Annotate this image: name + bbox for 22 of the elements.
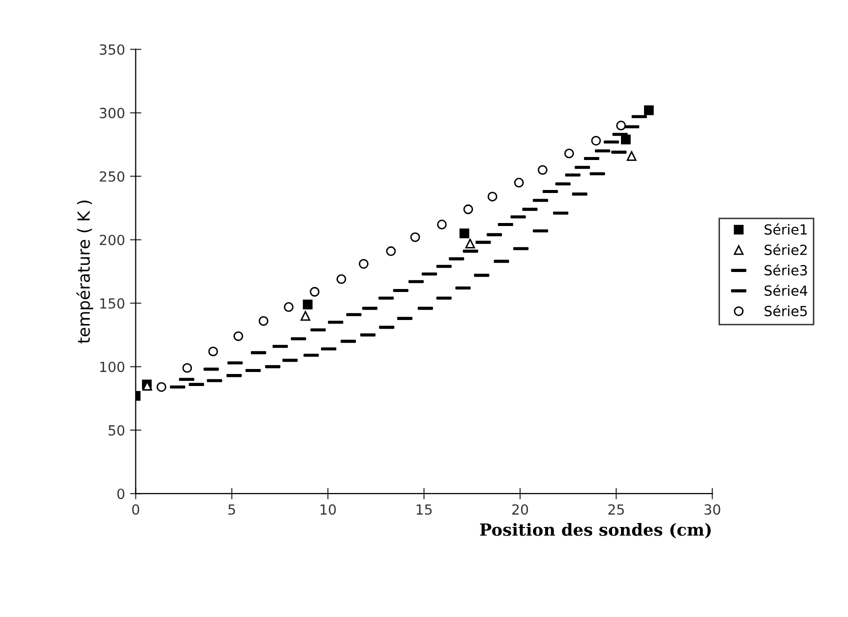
y-tick-label: 200 xyxy=(100,234,124,246)
y-tick-label: 150 xyxy=(100,298,124,309)
y-tick-label: 50 xyxy=(108,425,124,436)
y-tick-label: 250 xyxy=(100,171,124,182)
y-tick-label: 350 xyxy=(100,44,124,55)
legend-label: Série2 xyxy=(764,244,807,256)
legend-label: Série4 xyxy=(764,284,808,296)
y-tick-label: 100 xyxy=(100,362,124,372)
y-tick-label: 0 xyxy=(117,488,124,500)
y-tick-label: 300 xyxy=(100,108,124,118)
legend-label: Série5 xyxy=(764,304,807,316)
x-tick-label: 30 xyxy=(704,504,720,515)
x-tick-label: 20 xyxy=(512,504,528,515)
y-axis-title: température ( K ) xyxy=(76,200,94,344)
x-tick-label: 25 xyxy=(608,504,624,515)
legend-label: Série1 xyxy=(764,223,807,235)
legend-label: Série3 xyxy=(764,264,807,276)
x-tick-label: 15 xyxy=(416,504,432,515)
x-tick-label: 10 xyxy=(320,504,336,515)
x-axis-title: Position des sondes (cm) xyxy=(480,523,711,538)
x-tick-label: 0 xyxy=(132,504,140,515)
x-tick-label: 5 xyxy=(228,504,235,515)
